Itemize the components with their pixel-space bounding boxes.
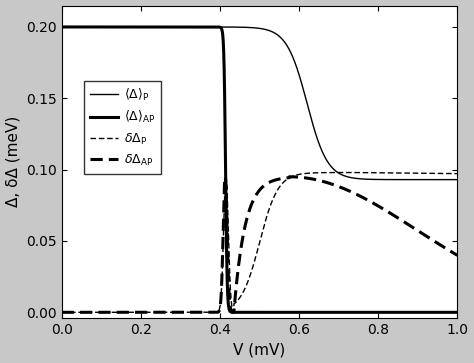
X-axis label: V (mV): V (mV) [234, 342, 286, 358]
Legend: $\langle\Delta\rangle_\mathrm{P}$, $\langle\Delta\rangle_\mathrm{AP}$, $\delta\D: $\langle\Delta\rangle_\mathrm{P}$, $\lan… [84, 81, 162, 174]
Y-axis label: Δ, δΔ (meV): Δ, δΔ (meV) [6, 116, 20, 207]
